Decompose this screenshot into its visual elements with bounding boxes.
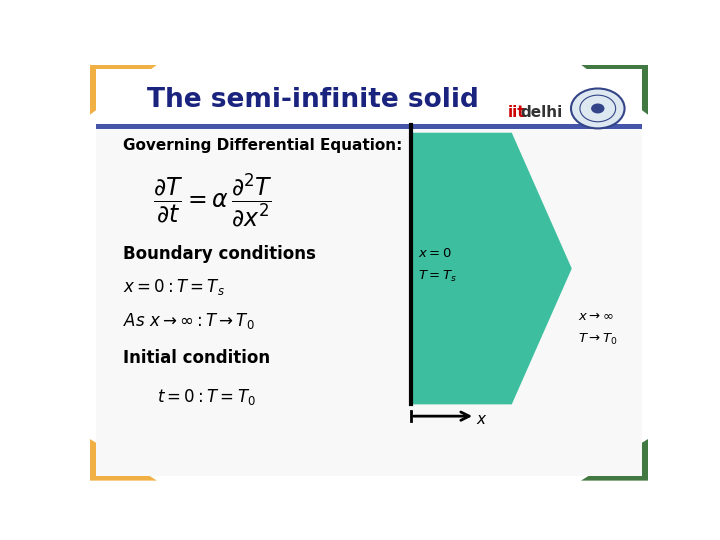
- Text: $x = 0$: $x = 0$: [418, 247, 451, 260]
- FancyBboxPatch shape: [96, 124, 642, 129]
- Text: $t = 0 : T = T_0$: $t = 0 : T = T_0$: [157, 387, 256, 408]
- Polygon shape: [90, 439, 157, 481]
- Polygon shape: [90, 65, 157, 114]
- Text: delhi: delhi: [521, 105, 563, 120]
- Text: Boundary conditions: Boundary conditions: [124, 245, 316, 263]
- FancyBboxPatch shape: [90, 65, 648, 481]
- Text: As $x \rightarrow \infty : T \rightarrow T_0$: As $x \rightarrow \infty : T \rightarrow…: [124, 310, 255, 330]
- Polygon shape: [411, 133, 571, 404]
- Text: The semi-infinite solid: The semi-infinite solid: [148, 87, 479, 113]
- Text: $x \rightarrow \infty$: $x \rightarrow \infty$: [578, 310, 614, 323]
- Circle shape: [571, 89, 624, 129]
- Polygon shape: [581, 65, 648, 114]
- Polygon shape: [581, 439, 648, 481]
- Text: Initial condition: Initial condition: [124, 349, 271, 367]
- FancyBboxPatch shape: [96, 129, 642, 476]
- Text: $x$: $x$: [476, 411, 487, 427]
- Text: $T = T_s$: $T = T_s$: [418, 269, 456, 285]
- Text: $T \rightarrow T_0$: $T \rightarrow T_0$: [578, 332, 618, 347]
- Text: iit: iit: [508, 105, 525, 120]
- FancyBboxPatch shape: [96, 69, 642, 125]
- Circle shape: [591, 104, 605, 113]
- Text: $\dfrac{\partial T}{\partial t} = \alpha\,\dfrac{\partial^2 T}{\partial x^2}$: $\dfrac{\partial T}{\partial t} = \alpha…: [153, 171, 273, 229]
- Text: $x = 0 : T = T_s$: $x = 0 : T = T_s$: [124, 277, 225, 297]
- Text: Governing Differential Equation:: Governing Differential Equation:: [124, 138, 403, 153]
